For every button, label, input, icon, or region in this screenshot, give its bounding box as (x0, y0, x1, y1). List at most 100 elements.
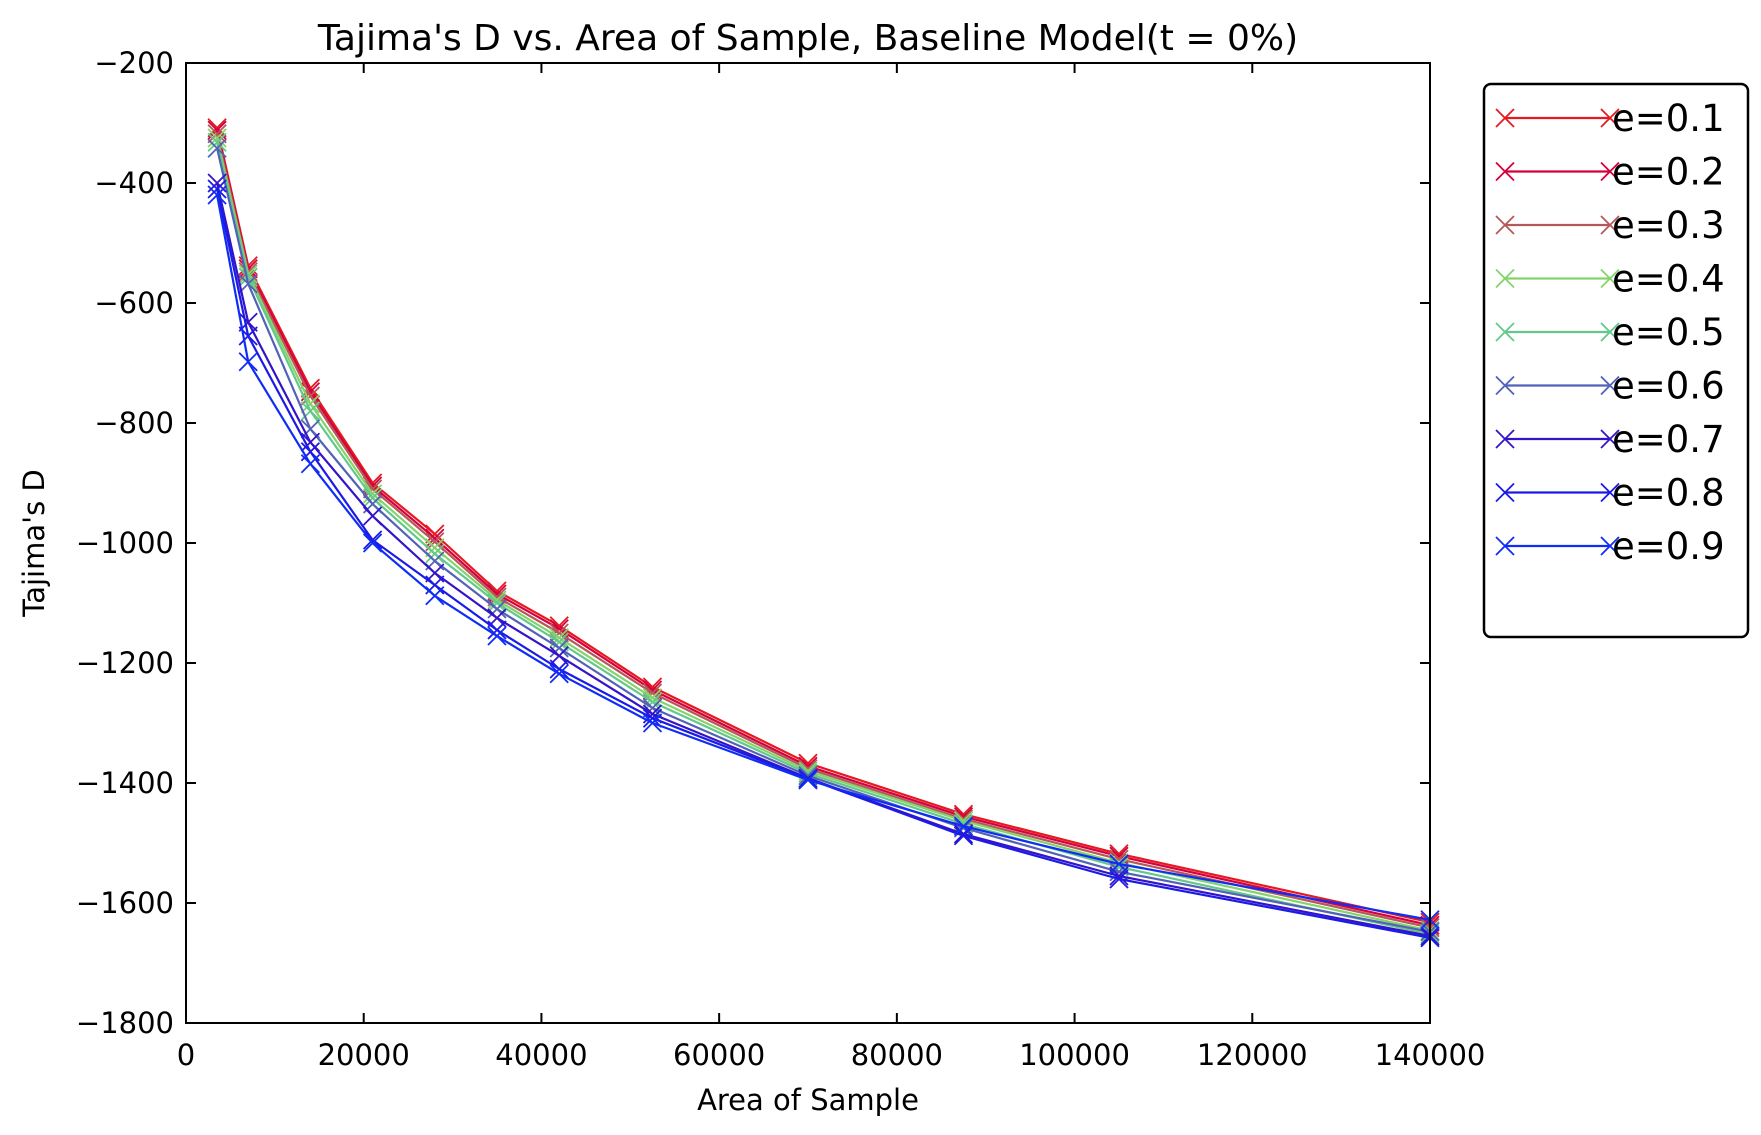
data-point (487, 620, 507, 640)
x-tick-label: 140000 (1375, 1038, 1486, 1072)
data-point (798, 770, 818, 790)
y-tick-label: −1200 (76, 646, 174, 680)
legend-marker (1600, 536, 1620, 556)
chart-title: Tajima's D vs. Area of Sample, Baseline … (317, 18, 1298, 59)
legend-marker (1600, 375, 1620, 396)
legend-marker (1600, 108, 1620, 128)
series-e=0.9 (207, 185, 1440, 930)
legend-label: e=0.1 (1612, 97, 1725, 140)
y-tick-label: −600 (94, 286, 174, 320)
data-point (425, 524, 445, 544)
legend-marker (1600, 161, 1620, 182)
data-point (207, 132, 227, 152)
data-point (362, 479, 383, 499)
series-line (216, 137, 1431, 932)
data-point (953, 816, 974, 836)
x-tick-label: 120000 (1197, 1038, 1308, 1072)
series-line (216, 141, 1431, 936)
data-point (207, 179, 227, 199)
legend-marker (1495, 215, 1515, 235)
data-point (549, 659, 569, 679)
data-point (238, 352, 258, 372)
data-point (549, 638, 569, 658)
y-tick-label: −800 (94, 406, 174, 440)
legend-marker (1495, 161, 1515, 182)
data-point (1109, 869, 1129, 889)
series-line (216, 188, 1431, 939)
x-tick-label: 0 (177, 1038, 195, 1072)
series-e=0.3 (207, 124, 1440, 938)
data-point (362, 533, 383, 553)
data-point (362, 488, 383, 508)
series-line (216, 129, 1431, 927)
legend-item: e=0.3 (1495, 204, 1725, 247)
x-axis-label: Area of Sample (697, 1083, 919, 1117)
legend-marker (1600, 268, 1620, 289)
legend-marker (1495, 482, 1515, 503)
data-point (238, 274, 258, 294)
legend-item: e=0.5 (1495, 311, 1725, 354)
series-line (216, 133, 1431, 929)
legend-label: e=0.7 (1612, 418, 1725, 461)
data-point (487, 626, 507, 646)
x-axis: 0 20000 40000 60000 80000 100000 120000 140000 (177, 63, 1486, 1072)
data-point (207, 128, 227, 148)
data-point (300, 454, 321, 474)
legend-item: e=0.7 (1495, 418, 1725, 461)
data-point (487, 593, 507, 613)
legend-item: e=0.1 (1495, 97, 1725, 140)
legend-label: e=0.6 (1612, 365, 1725, 408)
data-point (362, 506, 383, 526)
data-point (207, 124, 227, 144)
x-tick-label: 80000 (851, 1038, 943, 1072)
legend-marker (1495, 429, 1515, 449)
data-point (1109, 854, 1129, 874)
y-tick-label: −200 (94, 46, 174, 80)
legend-label: e=0.3 (1612, 204, 1725, 247)
data-point (207, 185, 227, 205)
series-e=0.2 (207, 120, 1440, 935)
y-tick-label: −1000 (76, 526, 174, 560)
legend-marker (1495, 536, 1515, 556)
plot-area (207, 118, 1440, 948)
y-tick-label: −1400 (76, 766, 174, 800)
legend-label: e=0.5 (1612, 311, 1725, 354)
legend-marker (1495, 322, 1515, 342)
legend-marker (1600, 482, 1620, 503)
series-line (216, 127, 1431, 924)
y-tick-label: −1600 (76, 886, 174, 920)
series-line (216, 182, 1431, 938)
series-line (216, 147, 1431, 933)
legend-item: e=0.2 (1495, 151, 1725, 194)
legend-marker (1495, 108, 1515, 128)
legend-marker (1600, 215, 1620, 235)
data-point (238, 267, 258, 287)
data-point (207, 138, 227, 158)
legend-marker (1600, 322, 1620, 342)
y-axis: −1800 −1600 −1400 −1200 −1000 −800 −600 −400 −20… (76, 46, 1430, 1040)
x-tick-label: 60000 (673, 1038, 765, 1072)
legend-item: e=0.8 (1495, 472, 1725, 515)
legend-label: e=0.8 (1612, 472, 1725, 515)
legend-marker (1600, 429, 1620, 449)
data-point (300, 432, 321, 452)
legend-label: e=0.9 (1612, 525, 1725, 568)
x-tick-label: 40000 (495, 1038, 587, 1072)
y-tick-label: −1800 (76, 1006, 174, 1040)
legend-marker (1495, 268, 1515, 289)
data-point (425, 544, 445, 564)
data-point (953, 826, 974, 846)
data-point (549, 632, 569, 652)
data-point (425, 528, 445, 548)
series-line (216, 194, 1431, 921)
legend-label: e=0.4 (1612, 258, 1725, 301)
legend-item: e=0.6 (1495, 365, 1725, 408)
x-tick-label: 100000 (1019, 1038, 1130, 1072)
legend-label: e=0.2 (1612, 151, 1725, 194)
y-tick-label: −400 (94, 166, 174, 200)
legend-item: e=0.4 (1495, 258, 1725, 301)
data-point (425, 586, 445, 606)
y-axis-label: Tajima's D (17, 469, 51, 617)
